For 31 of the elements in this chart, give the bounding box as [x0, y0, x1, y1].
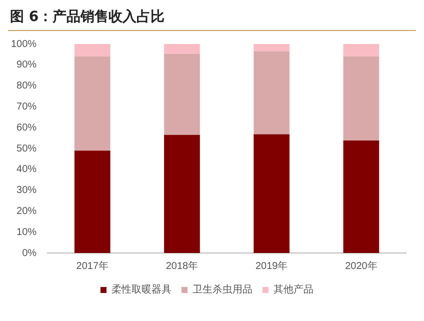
bar [254, 44, 290, 52]
legend-label: 柔性取暖器具 [112, 284, 172, 296]
bar [74, 150, 110, 253]
legend-label: 卫生杀虫用品 [192, 284, 252, 296]
y-tick-label: 80% [16, 80, 37, 92]
bar [74, 56, 110, 151]
y-tick-label: 20% [16, 206, 37, 217]
bar [164, 54, 200, 135]
bar [343, 44, 380, 56]
y-tick-label: 60% [16, 122, 37, 134]
bar [164, 44, 200, 54]
y-tick-label: 30% [16, 185, 37, 196]
bar [343, 140, 380, 253]
x-tick-label: 2020年 [345, 260, 378, 272]
y-tick-label: 40% [16, 164, 37, 176]
bar [254, 134, 290, 253]
y-tick-label: 100% [11, 38, 37, 50]
y-tick-label: 70% [16, 101, 37, 112]
y-tick-label: 50% [16, 143, 37, 154]
bar [74, 44, 110, 56]
y-tick-label: 10% [16, 226, 37, 238]
bar [343, 56, 380, 141]
x-tick-label: 2019年 [255, 260, 288, 272]
y-tick-label: 0% [22, 248, 37, 259]
legend-label: 其他产品 [274, 284, 314, 296]
y-tick-label: 90% [16, 60, 37, 71]
bar [164, 134, 200, 253]
bar [254, 52, 290, 134]
chart-title: 图 6：产品销售收入占比 [9, 8, 166, 27]
x-tick-label: 2017年 [76, 260, 109, 272]
x-tick-label: 2018年 [166, 260, 198, 272]
